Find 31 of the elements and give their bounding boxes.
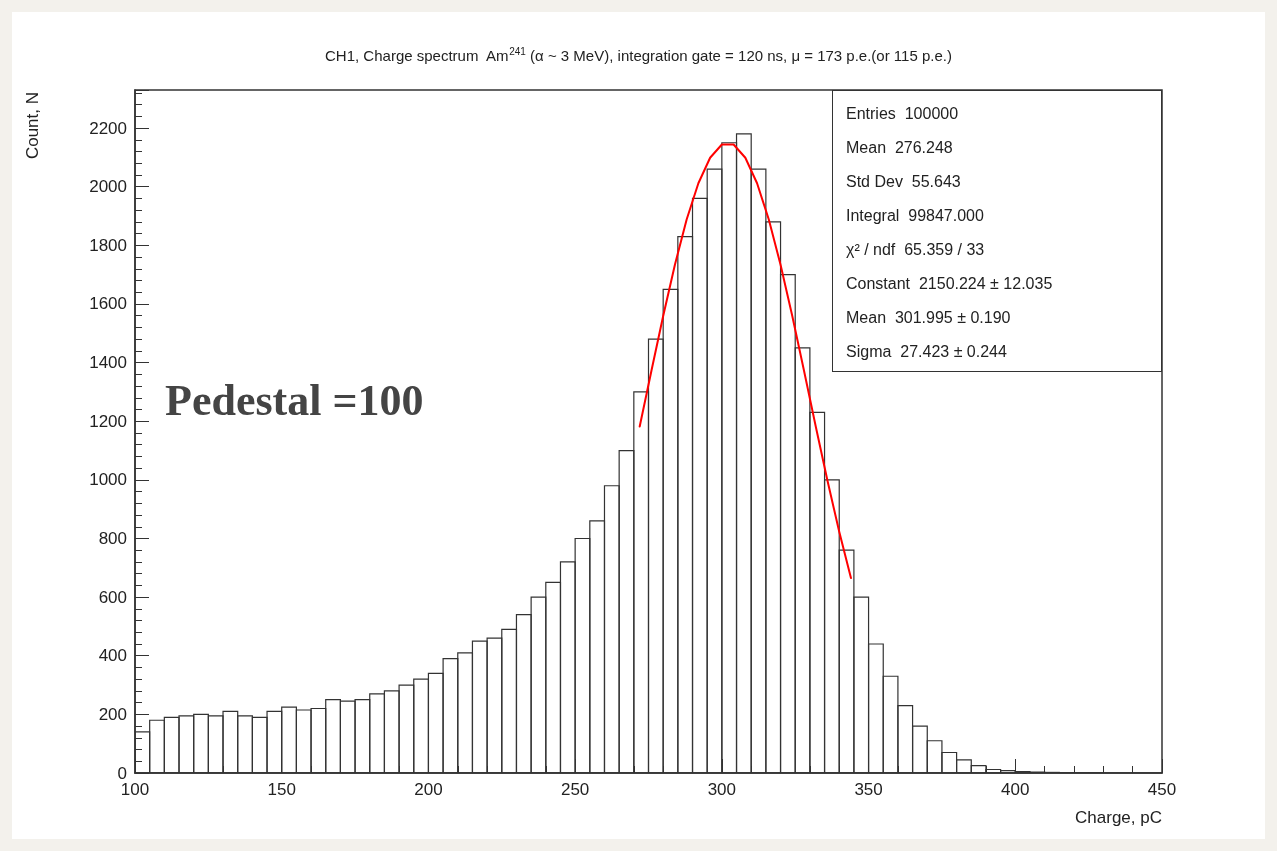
annotation: Entries 100000	[846, 104, 959, 122]
x-tick-label: 150	[267, 780, 296, 799]
y-tick-label: 1000	[89, 470, 127, 490]
annotation: Mean 276.248	[846, 138, 953, 156]
y-tick-label: 1600	[89, 294, 127, 314]
x-tick-label: 200	[414, 780, 443, 799]
x-tick-label: 350	[854, 780, 883, 799]
x-tick-label: 250	[560, 780, 590, 799]
y-tick-label: 200	[98, 704, 127, 724]
y-tick-label: 2200	[89, 118, 127, 138]
annotation: Sigma 27.423 ± 0.244	[846, 342, 1007, 360]
x-tick-label: 400	[1001, 780, 1030, 799]
y-tick-label: 600	[98, 587, 127, 607]
x-tick-label: 300	[707, 780, 737, 799]
y-tick-label: 0	[117, 763, 127, 783]
annotation: χ² / ndf 65.359 / 33	[846, 240, 985, 258]
x-tick-label: 100	[120, 780, 150, 799]
annotation: Integral 99847.000	[846, 206, 984, 224]
annotation: Mean 301.995 ± 0.190	[846, 308, 1011, 326]
annotation: Constant 2150.224 ± 12.035	[846, 274, 1053, 292]
x-axis-title: Charge, pC	[1075, 808, 1162, 827]
annotation: Pedestal =100	[165, 375, 424, 425]
y-tick-label: 1200	[89, 411, 127, 431]
y-tick-label: 2000	[89, 177, 127, 197]
y-tick-label: 1800	[89, 235, 127, 255]
y-axis-title: Count, N	[22, 92, 42, 160]
y-tick-label: 400	[98, 646, 127, 666]
annotation: Std Dev 55.643	[846, 172, 961, 190]
y-tick-label: 800	[98, 528, 127, 548]
x-tick-label: 450	[1147, 780, 1177, 799]
y-tick-label: 1400	[89, 353, 127, 373]
